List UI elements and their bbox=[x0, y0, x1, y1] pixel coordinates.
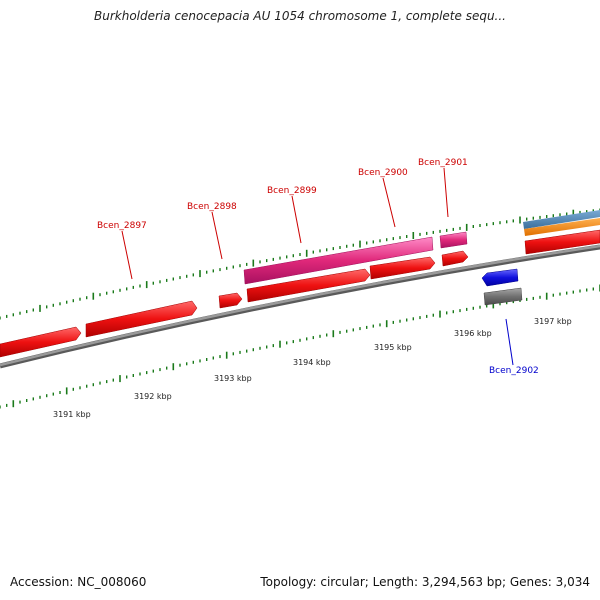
gene-arrow-bcen-2898[interactable] bbox=[218, 292, 243, 309]
tick-label-3195: 3195 kbp bbox=[374, 343, 412, 352]
scale-labels: 3191 kbp 3192 kbp 3193 kbp 3194 kbp 3195… bbox=[53, 317, 572, 419]
gene-arrow-left-partial[interactable] bbox=[0, 326, 82, 358]
tick-label-3191: 3191 kbp bbox=[53, 410, 91, 419]
gene-arrow-right-partial[interactable] bbox=[524, 229, 600, 255]
gene-label-bcen-2899[interactable]: Bcen_2899 bbox=[267, 186, 317, 196]
feature-bar-pink-short[interactable] bbox=[439, 231, 468, 249]
inner-tick-row bbox=[0, 284, 600, 409]
outer-tick-row bbox=[0, 208, 600, 320]
gene-arrow-bcen-2901[interactable] bbox=[441, 250, 469, 267]
tick-label-3194: 3194 kbp bbox=[293, 358, 331, 367]
outer-bands bbox=[523, 210, 600, 236]
label-leaders bbox=[121, 167, 514, 366]
gene-label-bcen-2897[interactable]: Bcen_2897 bbox=[97, 221, 147, 231]
band-steelblue[interactable] bbox=[523, 210, 600, 229]
feature-bar-pink-long[interactable] bbox=[243, 236, 434, 285]
forward-features bbox=[0, 229, 600, 358]
accession-text: Accession: NC_008060 bbox=[10, 575, 147, 589]
map-title: Burkholderia cenocepacia AU 1054 chromos… bbox=[94, 9, 506, 23]
reverse-bar-gray[interactable] bbox=[483, 287, 523, 306]
gene-label-bcen-2902[interactable]: Bcen_2902 bbox=[489, 366, 539, 376]
tick-label-3197: 3197 kbp bbox=[534, 317, 572, 326]
genome-summary-text: Topology: circular; Length: 3,294,563 bp… bbox=[260, 575, 590, 589]
gene-label-bcen-2898[interactable]: Bcen_2898 bbox=[187, 202, 237, 212]
gene-arrow-bcen-2902[interactable] bbox=[481, 268, 519, 287]
gene-arrow-bcen-2897[interactable] bbox=[85, 300, 198, 338]
gene-labels: Bcen_2897 Bcen_2898 Bcen_2899 Bcen_2900 … bbox=[97, 158, 539, 376]
backbone bbox=[0, 244, 600, 369]
gene-label-bcen-2901[interactable]: Bcen_2901 bbox=[418, 158, 468, 168]
pink-features bbox=[243, 231, 468, 285]
gene-label-bcen-2900[interactable]: Bcen_2900 bbox=[358, 168, 408, 178]
tick-label-3196: 3196 kbp bbox=[454, 329, 492, 338]
gene-arrow-bcen-2900[interactable] bbox=[369, 256, 436, 280]
band-orange[interactable] bbox=[524, 218, 600, 236]
reverse-features bbox=[481, 268, 523, 306]
gene-arrow-bcen-2899[interactable] bbox=[246, 268, 371, 303]
tick-label-3193: 3193 kbp bbox=[214, 374, 252, 383]
tick-label-3192: 3192 kbp bbox=[134, 392, 172, 401]
